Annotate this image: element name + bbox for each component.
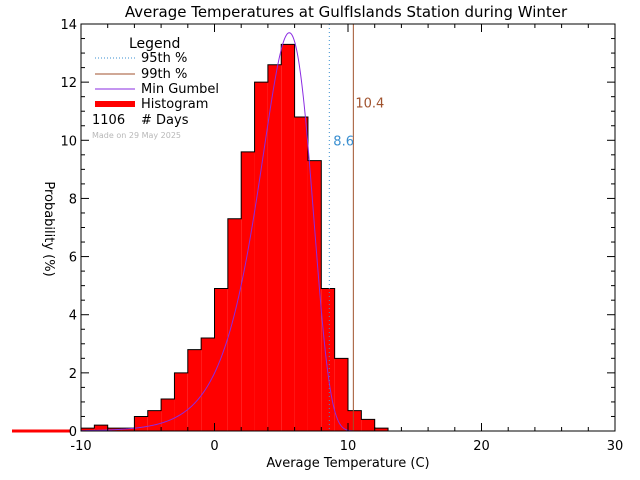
histogram-bar — [281, 44, 295, 431]
gumbel-curve — [81, 32, 355, 431]
histogram-bar — [361, 419, 375, 431]
histogram-bar — [294, 117, 308, 431]
y-tick-label: 8 — [69, 192, 77, 207]
histogram-bar — [374, 428, 389, 431]
legend-label: 95th % — [141, 51, 187, 66]
x-tick-label: 20 — [473, 439, 490, 454]
histogram-bar — [134, 416, 148, 431]
plot-inner — [81, 24, 389, 431]
y-tick-label: 6 — [69, 251, 77, 266]
histogram-bar — [254, 82, 268, 431]
y-axis-label: Probability (%) — [41, 181, 56, 276]
legend-label: 99th % — [141, 67, 187, 82]
histogram-bar — [187, 349, 202, 431]
histogram-bar — [267, 64, 282, 431]
y-tick-label: 0 — [69, 425, 77, 440]
legend-label: Min Gumbel — [141, 82, 219, 97]
histogram-bar — [321, 288, 335, 431]
histogram-bar — [241, 151, 255, 431]
x-tick-label: 30 — [607, 439, 624, 454]
legend-label: Histogram — [141, 97, 208, 112]
histogram-bar — [147, 410, 162, 431]
histogram-bar — [334, 358, 348, 431]
y-tick-label: 14 — [60, 18, 77, 33]
legend-days-count: 1106 — [92, 113, 125, 128]
histogram-bar — [94, 425, 108, 431]
histogram-bar — [121, 428, 135, 431]
legend-days-label: # Days — [141, 113, 189, 128]
legend-title: Legend — [129, 36, 180, 52]
p99-label: 10.4 — [355, 96, 384, 111]
p95-label: 8.6 — [333, 134, 354, 149]
histogram-bar — [81, 428, 95, 431]
histogram-bar — [201, 337, 215, 431]
histogram-bar — [227, 218, 242, 431]
histogram-bar — [307, 160, 322, 431]
y-tick-label: 2 — [69, 367, 77, 382]
chart-title: Average Temperatures at GulfIslands Stat… — [125, 3, 568, 21]
x-axis-label: Average Temperature (C) — [266, 456, 429, 471]
credit-text: Made on 29 May 2025 — [92, 131, 181, 140]
y-tick-label: 12 — [60, 76, 77, 91]
x-tick-label: 10 — [340, 439, 357, 454]
histogram-bar — [214, 288, 228, 431]
histogram-bar — [348, 410, 362, 431]
histogram-bar — [174, 372, 188, 431]
y-tick-label: 4 — [69, 309, 77, 324]
x-tick-label: 0 — [210, 439, 218, 454]
y-tick-label: 10 — [60, 134, 77, 149]
histogram-bar — [161, 399, 175, 431]
x-tick-label: -10 — [70, 439, 91, 454]
